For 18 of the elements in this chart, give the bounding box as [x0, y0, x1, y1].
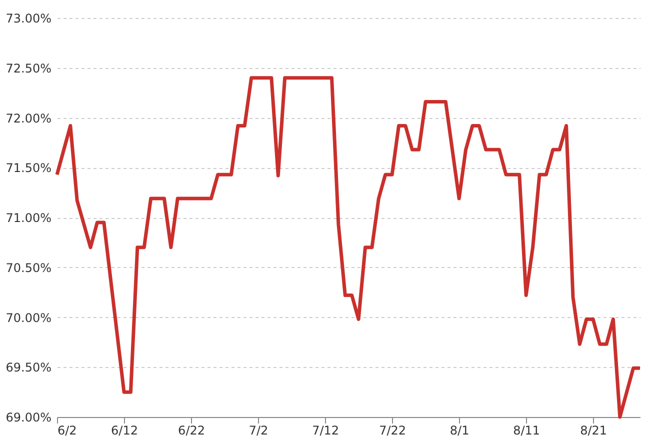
x-tick-label: 6/22 [178, 424, 205, 438]
y-tick-label: 71.00% [6, 211, 52, 225]
y-tick-label: 69.50% [6, 360, 52, 375]
x-tick-label: 8/21 [580, 424, 608, 438]
y-tick-label: 69.00% [6, 410, 52, 424]
y-tick-label: 72.00% [6, 111, 52, 126]
y-tick-label: 70.00% [6, 310, 52, 325]
x-tick-label: 8/11 [513, 424, 540, 438]
x-tick-label: 8/1 [450, 424, 470, 438]
y-tick-label: 73.00% [6, 12, 52, 26]
x-tick-label: 7/22 [379, 424, 406, 438]
y-tick-label: 70.50% [6, 260, 52, 275]
x-tick-label: 7/2 [248, 424, 268, 438]
x-tick-label: 6/2 [58, 424, 77, 438]
x-tick-label: 7/12 [312, 424, 340, 438]
y-tick-label: 72.50% [6, 61, 52, 76]
y-tick-label: 71.50% [6, 161, 52, 176]
x-tick-label: 6/12 [111, 424, 138, 438]
